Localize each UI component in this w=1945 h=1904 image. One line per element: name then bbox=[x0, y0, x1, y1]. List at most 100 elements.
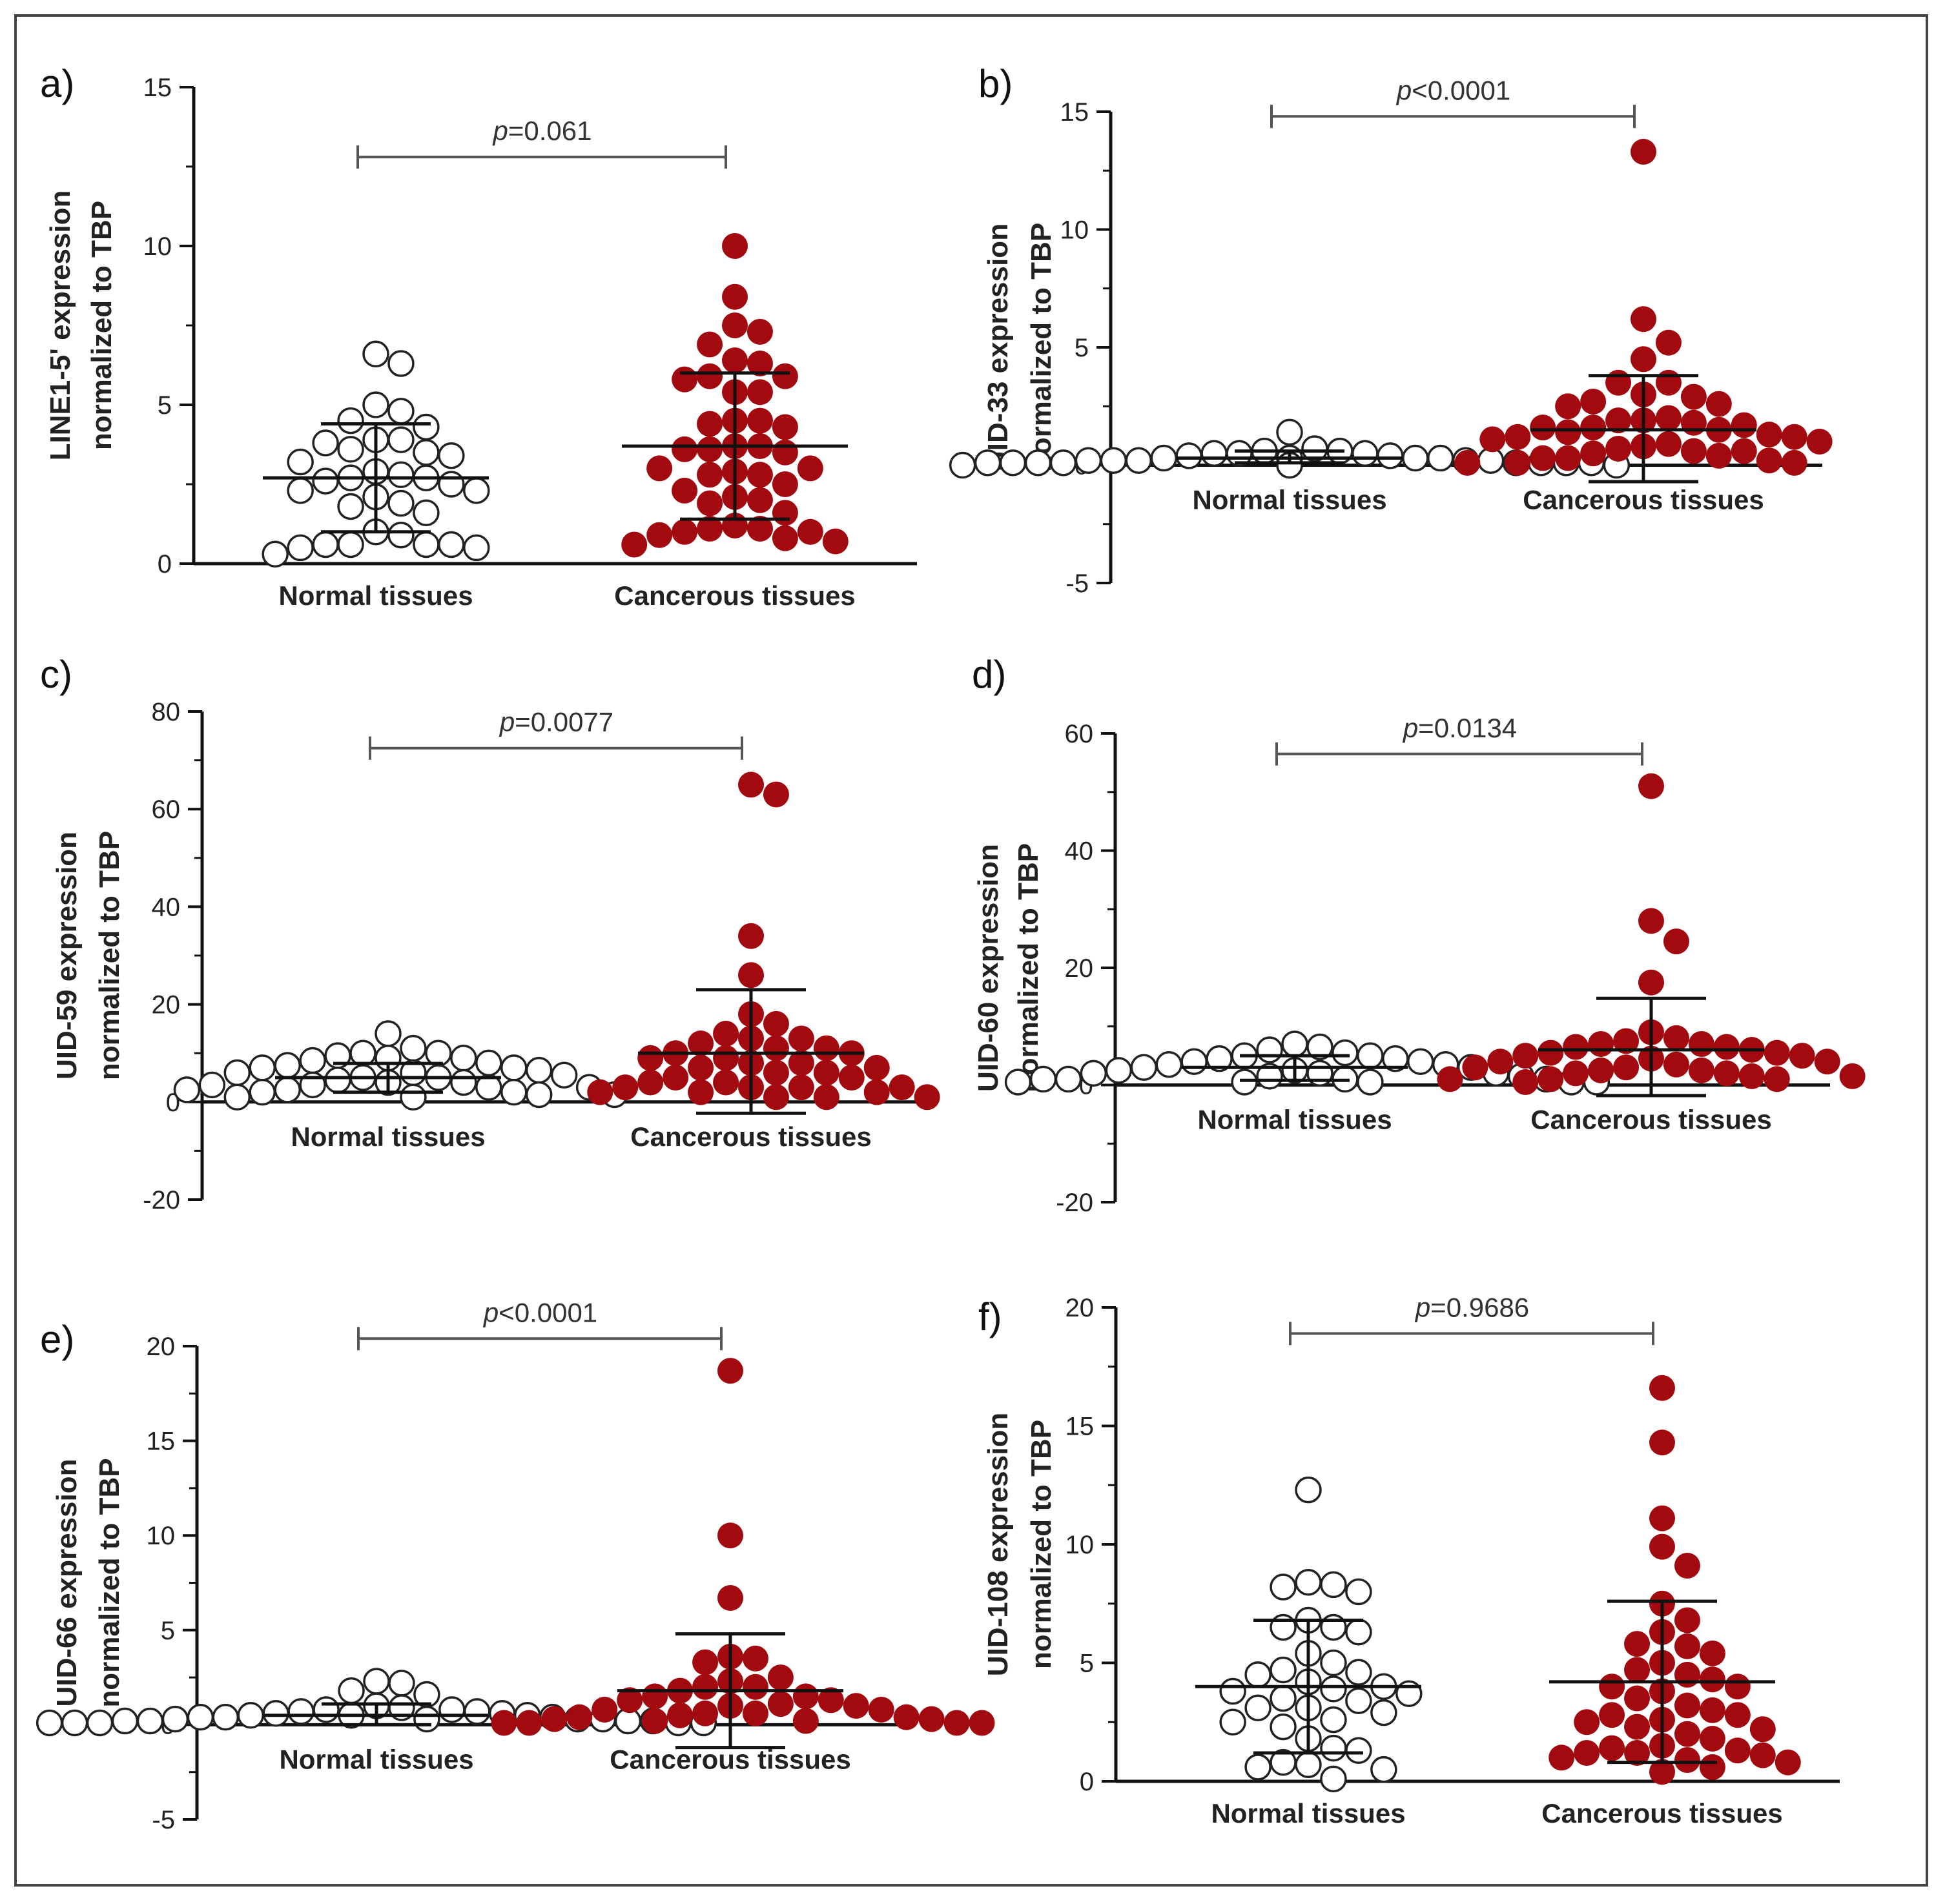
data-point-normal bbox=[1270, 1656, 1297, 1684]
data-point-cancer bbox=[1462, 1054, 1488, 1081]
data-point-normal bbox=[287, 534, 314, 562]
data-point-normal bbox=[36, 1709, 63, 1737]
data-point-cancer bbox=[1655, 431, 1682, 457]
data-point-cancer bbox=[713, 1069, 739, 1096]
y-tick-label: 10 bbox=[143, 232, 172, 261]
data-point-cancer bbox=[738, 772, 764, 798]
panel-letter: d) bbox=[972, 653, 1006, 696]
data-point-normal bbox=[324, 1067, 351, 1094]
data-point-normal bbox=[550, 1061, 578, 1089]
data-point-cancer bbox=[1563, 1034, 1589, 1060]
data-point-cancer bbox=[697, 436, 723, 462]
y-axis-label-line2: normalized to TBP bbox=[86, 201, 118, 450]
cancer-series bbox=[1454, 139, 1833, 484]
data-point-normal bbox=[362, 391, 389, 418]
data-point-cancer bbox=[717, 1584, 743, 1611]
data-point-normal bbox=[312, 467, 339, 495]
data-point-cancer bbox=[1699, 1697, 1725, 1723]
data-point-cancer bbox=[1530, 415, 1556, 441]
data-point-cancer bbox=[767, 1664, 794, 1691]
data-point-cancer bbox=[763, 1010, 789, 1037]
y-tick-label: 5 bbox=[158, 391, 172, 420]
data-point-cancer bbox=[722, 283, 748, 310]
data-point-cancer bbox=[863, 1079, 890, 1105]
data-point-normal bbox=[1320, 1765, 1347, 1793]
data-point-cancer bbox=[746, 407, 773, 434]
data-point-normal bbox=[312, 429, 339, 456]
data-point-cancer bbox=[1588, 1057, 1614, 1083]
data-point-cancer bbox=[813, 1084, 839, 1111]
y-tick-label: 15 bbox=[147, 1428, 176, 1456]
data-point-cancer bbox=[722, 347, 748, 374]
data-point-normal bbox=[438, 471, 465, 498]
data-point-normal bbox=[438, 1696, 466, 1723]
data-point-normal bbox=[500, 1054, 528, 1081]
data-point-normal bbox=[1426, 444, 1454, 472]
data-point-normal bbox=[111, 1707, 139, 1735]
data-point-cancer bbox=[788, 1050, 814, 1076]
data-point-cancer bbox=[772, 439, 798, 466]
data-point-normal bbox=[974, 449, 1002, 476]
data-point-normal bbox=[337, 407, 364, 435]
data-point-cancer bbox=[1839, 1063, 1866, 1089]
data-point-cancer bbox=[863, 1054, 890, 1081]
data-point-normal bbox=[1320, 1734, 1347, 1762]
data-point-cancer bbox=[592, 1696, 618, 1723]
data-point-normal bbox=[338, 1677, 365, 1704]
data-point-cancer bbox=[1487, 1049, 1514, 1075]
y-tick-label: -5 bbox=[1065, 569, 1089, 598]
data-point-normal bbox=[1004, 1069, 1032, 1096]
p-value: =0.061 bbox=[508, 116, 592, 146]
data-point-cancer bbox=[1624, 1739, 1651, 1766]
data-point-cancer bbox=[792, 1683, 819, 1710]
y-tick-label: 20 bbox=[1065, 1294, 1095, 1322]
data-point-cancer bbox=[1588, 1030, 1614, 1057]
data-point-cancer bbox=[1699, 1754, 1725, 1780]
p-symbol: p bbox=[499, 707, 515, 737]
y-tick-label: -5 bbox=[152, 1806, 175, 1834]
x-category-label: Cancerous tissues bbox=[1541, 1798, 1783, 1828]
data-point-normal bbox=[1219, 1677, 1246, 1705]
data-point-cancer bbox=[1437, 1066, 1463, 1092]
data-point-normal bbox=[1320, 1571, 1347, 1599]
y-tick-label: -20 bbox=[1056, 1189, 1093, 1217]
data-point-normal bbox=[173, 1076, 201, 1103]
data-point-cancer bbox=[792, 1708, 819, 1734]
data-point-normal bbox=[1276, 418, 1303, 446]
data-point-normal bbox=[400, 1034, 427, 1062]
data-point-cancer bbox=[642, 1683, 668, 1710]
data-point-cancer bbox=[889, 1074, 915, 1101]
data-point-cancer bbox=[813, 1035, 839, 1061]
data-point-normal bbox=[999, 449, 1027, 476]
p-value-label: p=0.0077 bbox=[499, 707, 613, 737]
data-point-normal bbox=[387, 426, 415, 453]
panel-a: a) 0 5 10 15 LINE1-5' expression normalized to… bbox=[40, 62, 917, 611]
data-point-cancer bbox=[1649, 1533, 1675, 1560]
data-point-normal bbox=[1100, 447, 1127, 474]
data-point-cancer bbox=[697, 490, 723, 517]
p-symbol: p bbox=[1395, 75, 1412, 105]
data-point-normal bbox=[463, 534, 490, 562]
data-point-cancer bbox=[697, 331, 723, 358]
data-point-normal bbox=[1345, 1578, 1372, 1606]
data-point-normal bbox=[1029, 1065, 1057, 1093]
y-tick-label: 15 bbox=[1065, 1413, 1095, 1441]
data-point-cancer bbox=[612, 1074, 639, 1101]
data-point-normal bbox=[387, 398, 415, 425]
data-point-cancer bbox=[1775, 1749, 1801, 1776]
y-tick-label: 15 bbox=[143, 74, 172, 102]
data-point-normal bbox=[1295, 1751, 1322, 1779]
data-point-normal bbox=[1295, 1568, 1322, 1596]
data-point-normal bbox=[1055, 1065, 1082, 1093]
y-tick-label: 20 bbox=[147, 1333, 176, 1361]
data-point-cancer bbox=[918, 1706, 945, 1732]
data-point-cancer bbox=[1574, 1709, 1600, 1735]
data-point-normal bbox=[1024, 449, 1052, 476]
data-point-cancer bbox=[1814, 1049, 1840, 1075]
y-tick-label: 80 bbox=[152, 698, 181, 726]
data-point-normal bbox=[1219, 1708, 1246, 1735]
data-point-normal bbox=[86, 1709, 114, 1737]
data-point-cancer bbox=[637, 1045, 664, 1071]
data-point-cancer bbox=[763, 1035, 789, 1061]
data-point-cancer bbox=[1655, 329, 1682, 356]
